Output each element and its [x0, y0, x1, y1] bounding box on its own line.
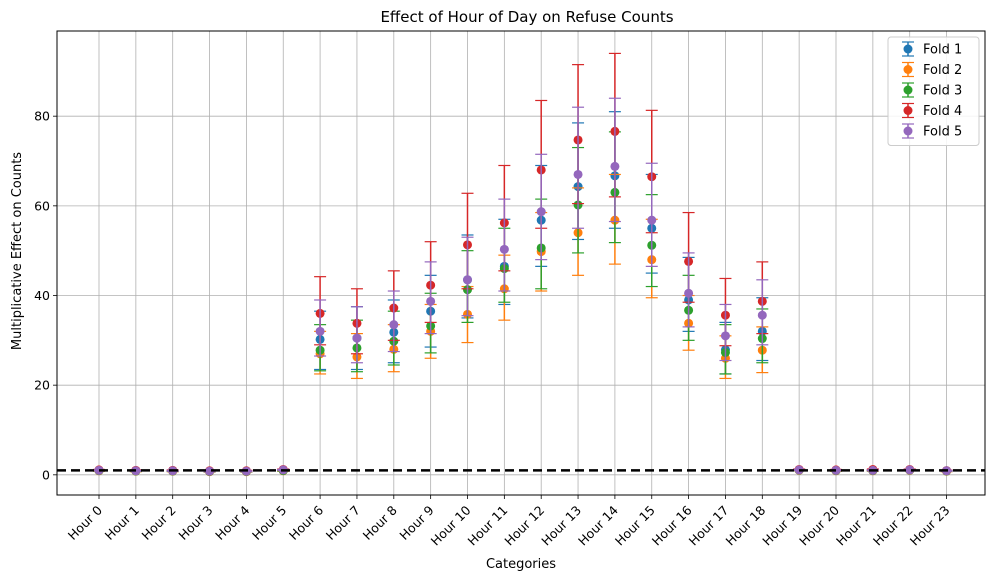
y-tick-label: 20 — [34, 378, 50, 393]
x-tick-label: Hour 16 — [649, 502, 695, 548]
series-5 — [93, 97, 953, 476]
x-tick-label: Hour 12 — [501, 503, 547, 549]
x-tick-label: Hour 13 — [538, 503, 584, 549]
plot-frame — [56, 30, 986, 496]
x-tick-label: Hour 19 — [759, 502, 805, 548]
series-1 — [93, 111, 953, 476]
legend-entry-5: Fold 5 — [902, 123, 962, 140]
y-tick-label: 80 — [34, 109, 50, 124]
x-tick-label: Hour 11 — [465, 503, 511, 549]
legend-entry-4: Fold 4 — [902, 102, 962, 119]
y-tick-label: 0 — [42, 467, 50, 482]
legend-marker — [903, 85, 913, 95]
legend-marker — [903, 106, 913, 115]
data-point — [684, 288, 694, 298]
series-3 — [93, 131, 953, 476]
x-tick-label: Hour 5 — [249, 503, 289, 543]
x-tick-label: Hour 3 — [175, 503, 215, 543]
legend-marker — [903, 126, 913, 136]
x-tick-label: Hour 18 — [722, 502, 768, 548]
x-tick-label: Hour 8 — [360, 502, 400, 542]
legend-entry-2: Fold 2 — [902, 61, 962, 78]
data-point — [499, 244, 509, 254]
data-point — [463, 275, 472, 285]
x-axis-label: Categories — [486, 557, 556, 572]
x-tick-label: Hour 23 — [907, 503, 953, 549]
legend-label: Fold 3 — [923, 84, 962, 99]
data-point — [905, 465, 915, 475]
data-point — [647, 215, 657, 225]
data-point — [205, 466, 215, 476]
data-point — [389, 320, 399, 330]
x-tick-label: Hour 15 — [612, 503, 658, 549]
data-point — [573, 169, 583, 179]
grid-lines — [57, 31, 985, 495]
legend-label: Fold 5 — [923, 125, 962, 140]
data-point — [610, 161, 620, 171]
y-tick-label: 60 — [34, 198, 50, 213]
series-4 — [93, 52, 953, 476]
x-tick-label: Hour 7 — [323, 503, 363, 543]
y-axis-label: Multiplicative Effect on Counts — [10, 152, 25, 350]
data-point — [352, 333, 362, 343]
data-point — [536, 207, 546, 217]
chart-title: Effect of Hour of Day on Refuse Counts — [380, 8, 673, 26]
legend-label: Fold 1 — [923, 43, 962, 58]
y-tick-label: 40 — [34, 288, 50, 303]
legend-label: Fold 2 — [923, 63, 962, 78]
data-point — [426, 296, 436, 306]
series-2 — [93, 173, 953, 477]
legend-box — [887, 36, 980, 146]
legend-entry-3: Fold 3 — [902, 82, 962, 99]
x-tick-label: Hour 14 — [575, 502, 621, 548]
legend-label: Fold 4 — [923, 104, 962, 119]
x-tick-label: Hour 10 — [428, 502, 474, 548]
x-tick-label: Hour 4 — [212, 502, 252, 542]
x-tick-label: Hour 6 — [286, 502, 326, 542]
legend-marker — [903, 65, 913, 74]
x-tick-label: Hour 22 — [870, 503, 916, 549]
legend: Fold 1 Fold 2 Fold 3 Fold 4 Fold 5 — [887, 36, 980, 146]
data-point — [757, 310, 767, 320]
x-tick-label: Hour 21 — [833, 503, 879, 549]
x-tick-label: Hour 2 — [138, 503, 178, 543]
legend-marker — [903, 44, 913, 54]
data-point — [720, 331, 730, 341]
x-tick-label: Hour 20 — [796, 502, 842, 548]
legend-entry-1: Fold 1 — [902, 41, 962, 58]
x-tick-label: Hour 0 — [65, 502, 105, 542]
x-tick-label: Hour 1 — [102, 503, 142, 543]
data-point — [315, 326, 325, 336]
x-tick-label: Hour 17 — [686, 503, 732, 549]
series-layer — [93, 52, 953, 477]
